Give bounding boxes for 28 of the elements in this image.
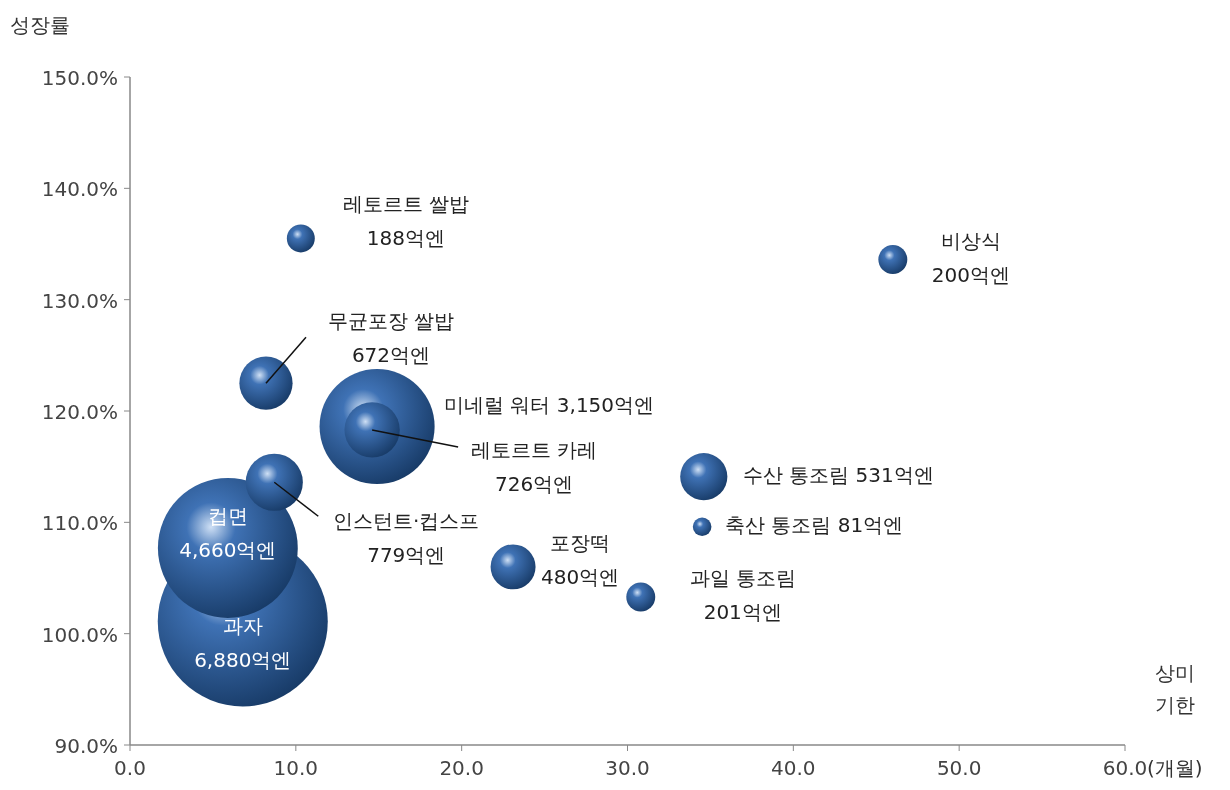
annotation: 수산 통조림 531억엔 — [742, 463, 934, 488]
annotation: 무균포장 쌀밥 672억엔 — [327, 308, 455, 367]
annotation: 포장떡 480억엔 — [540, 531, 620, 590]
annotation: 축산 통조림 81억엔 — [725, 513, 904, 538]
x-tick-label: 40.0 — [771, 756, 816, 780]
x-tick-label: 30.0 — [605, 756, 650, 780]
y-tick-label: 140.0% — [41, 177, 118, 202]
annotation: 레토르트 쌀밥 188억엔 — [342, 191, 469, 250]
annotation: 비상식 200억엔 — [931, 229, 1010, 288]
annotation: 과일 통조림 201억엔 — [689, 566, 796, 625]
y-tick-label: 110.0% — [41, 511, 118, 536]
y-tick-label: 90.0% — [54, 734, 118, 758]
annotation: 인스턴트·컵스프 779억엔 — [333, 508, 480, 567]
y-tick-label: 120.0% — [41, 400, 118, 424]
annotation: 컵면 4,660억엔 — [179, 504, 277, 563]
x-tick-label: 0.0 — [114, 756, 146, 780]
x-tick-label: 10.0 — [273, 756, 319, 780]
x-tick-label: 50.0 — [936, 756, 982, 780]
y-tick-label: 150.0% — [41, 66, 118, 90]
x-tick-label: 20.0 — [439, 756, 484, 780]
y-tick-label: 130.0% — [41, 288, 118, 313]
annotation: 미네럴 워터 3,150억엔 — [444, 393, 655, 418]
annotation: 과자 6,880억엔 — [194, 613, 292, 672]
annotation: 레토르트 카레 726억엔 — [470, 438, 598, 497]
y-tick-label: 100.0% — [41, 622, 118, 647]
x-tick-label: 60.0 — [1102, 756, 1148, 780]
y-axis-title: 성장률 — [10, 13, 70, 37]
text: 상미 기한 (개월) — [1147, 661, 1203, 780]
